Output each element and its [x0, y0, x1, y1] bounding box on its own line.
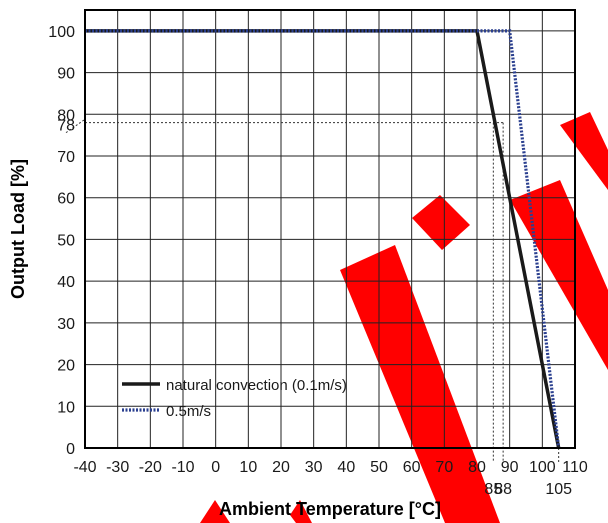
series-lines — [85, 29, 561, 449]
plot-frame — [84, 9, 576, 449]
x-tick-label: 20 — [272, 459, 290, 476]
x-tick-label: 100 — [529, 459, 556, 476]
x-tick-label: -40 — [73, 459, 96, 476]
watermark — [200, 112, 608, 523]
x-tick-labels: -40 -30 -20 -10 0 10 20 30 40 50 60 70 80 90 100 110 — [73, 459, 587, 476]
annotation-label-y-78: 78 — [57, 118, 75, 135]
y-tick-label: 10 — [57, 399, 75, 416]
legend-label-0-5ms: 0.5m/s — [166, 403, 211, 420]
x-tick-label: 30 — [305, 459, 323, 476]
watermark-dot — [412, 195, 470, 250]
annotation-label-x-105: 105 — [545, 481, 572, 498]
x-tick-label: 10 — [239, 459, 257, 476]
y-tick-label: 20 — [57, 358, 75, 375]
x-tick-label: 110 — [562, 459, 588, 476]
watermark-stroke — [340, 245, 500, 523]
y-tick-label: 90 — [57, 66, 75, 83]
y-tick-label: 0 — [66, 441, 75, 458]
x-axis-title: Ambient Temperature [°C] — [219, 499, 441, 519]
y-tick-label: 50 — [57, 232, 75, 249]
annotation-label-x-85: 85 — [484, 481, 502, 498]
y-axis-title: Output Load [%] — [8, 159, 28, 299]
reference-lines — [65, 118, 560, 462]
y-tick-label: 70 — [57, 149, 75, 166]
x-tick-label: 70 — [435, 459, 453, 476]
y-tick-labels: 0 10 20 30 40 50 60 70 80 90 100 — [48, 24, 75, 458]
x-tick-label: 80 — [468, 459, 486, 476]
watermark-stroke — [200, 500, 230, 523]
y-tick-label: 100 — [48, 24, 75, 41]
annotation-label-x-88: 88 — [494, 481, 512, 498]
series-line-1 — [85, 29, 561, 449]
y-tick-label: 60 — [57, 191, 75, 208]
watermark-stroke — [560, 112, 608, 190]
x-tick-label: 40 — [337, 459, 355, 476]
x-tick-label: 60 — [403, 459, 421, 476]
x-tick-label: -30 — [106, 459, 129, 476]
legend: natural convection (0.1m/s) 0.5m/s — [122, 377, 347, 420]
legend-label-natural-convection: natural convection (0.1m/s) — [166, 377, 347, 394]
x-tick-label: 50 — [370, 459, 388, 476]
watermark-stroke — [290, 500, 312, 523]
x-tick-label: 0 — [211, 459, 220, 476]
x-tick-label: -10 — [171, 459, 194, 476]
plot-border — [84, 9, 576, 449]
watermark-stroke — [510, 180, 608, 370]
y-tick-label: 80 — [57, 107, 75, 124]
x-tick-label: 90 — [501, 459, 519, 476]
y-tick-label: 40 — [57, 274, 75, 291]
x-tick-label: -20 — [139, 459, 162, 476]
y-tick-label: 30 — [57, 316, 75, 333]
